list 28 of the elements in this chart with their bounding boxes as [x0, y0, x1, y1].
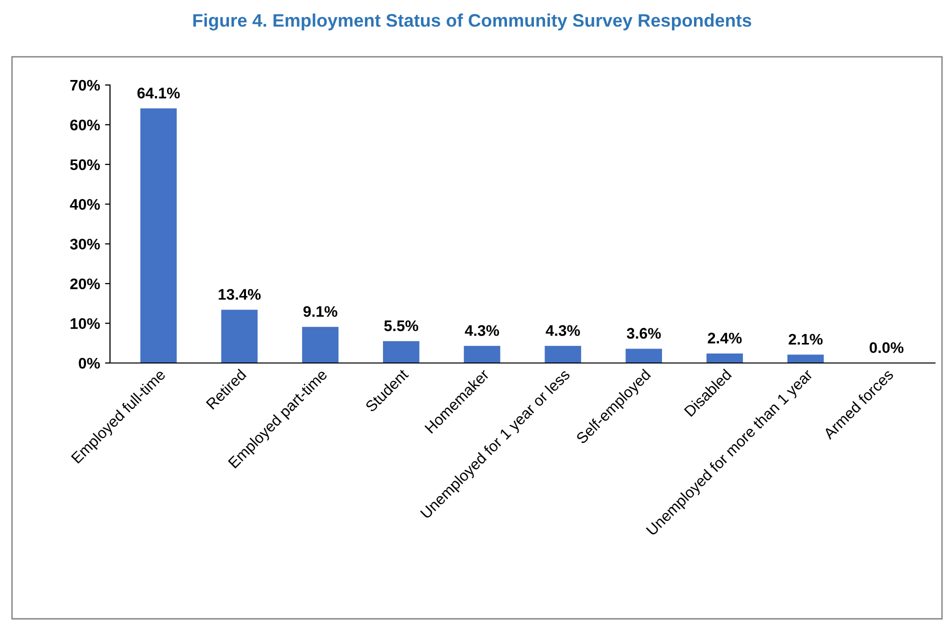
- data-label: 13.4%: [218, 289, 261, 300]
- data-label: 3.6%: [626, 328, 661, 339]
- bar: [706, 353, 743, 363]
- y-tick-label: 60%: [70, 120, 100, 130]
- y-tick-label: 0%: [78, 358, 100, 369]
- bar: [302, 326, 338, 363]
- bar: [382, 341, 420, 363]
- bar: [544, 346, 582, 363]
- bar: [140, 108, 177, 363]
- data-label: 5.5%: [384, 320, 418, 332]
- data-label: 4.3%: [546, 325, 580, 336]
- y-tick-label: 40%: [70, 199, 100, 210]
- y-tick-label: 10%: [70, 318, 100, 329]
- bar: [464, 346, 500, 363]
- data-label: 0.0%: [870, 342, 904, 354]
- y-tick-label: 30%: [70, 238, 100, 250]
- data-label: 9.1%: [303, 306, 338, 317]
- bar: [787, 354, 824, 363]
- bar: [221, 310, 258, 363]
- bar: [626, 348, 662, 363]
- data-label: 2.4%: [708, 332, 742, 344]
- data-label: 2.1%: [788, 334, 823, 345]
- data-label: 4.3%: [464, 325, 500, 336]
- y-tick-label: 70%: [70, 80, 100, 91]
- y-tick-label: 50%: [70, 159, 100, 170]
- chart-title: Figure 4. Employment Status of Community Survey Respondents: [193, 14, 752, 30]
- data-label: 64.1%: [137, 88, 180, 98]
- y-tick-label: 20%: [70, 278, 100, 290]
